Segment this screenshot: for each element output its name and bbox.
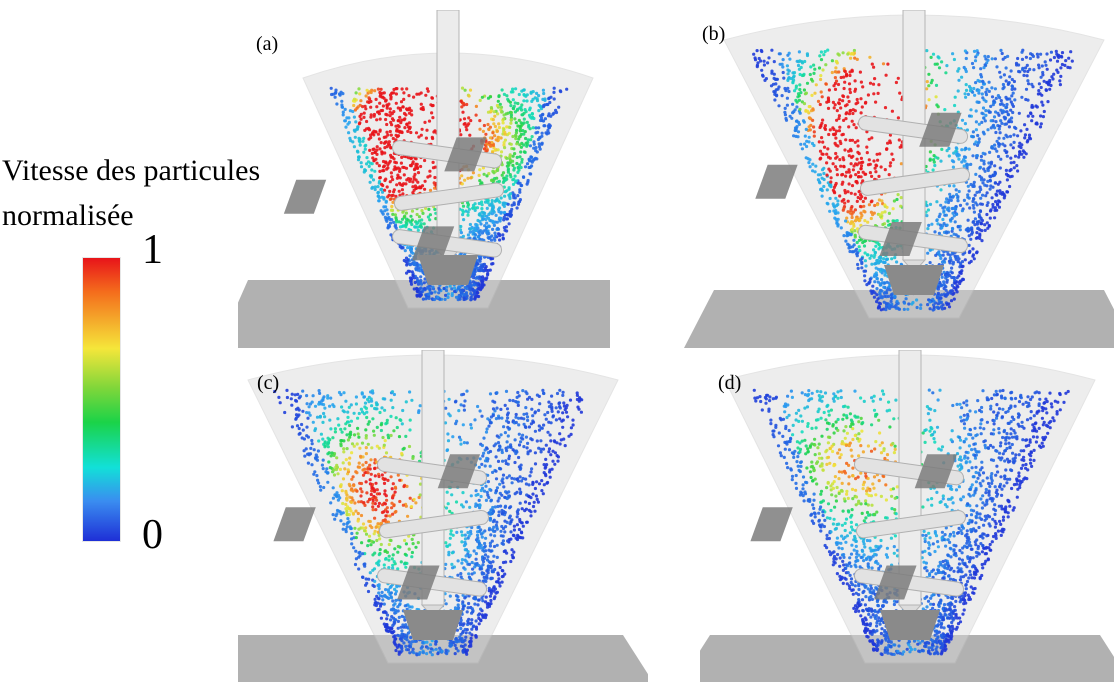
base-plate [238, 635, 648, 682]
mixer-render-a [238, 10, 610, 348]
legend-title-line2: normalisée [2, 199, 134, 232]
impeller-blade [397, 565, 440, 600]
panel-label-c: (c) [257, 372, 280, 394]
base-plate [684, 290, 1114, 348]
panel-label-a: (a) [256, 33, 279, 55]
panel-label-d: (d) [718, 372, 742, 394]
panel-b [684, 10, 1114, 348]
impeller-blade [874, 565, 917, 600]
impeller-blade [283, 179, 327, 214]
impeller-shaft [436, 10, 460, 251]
mixer-render-b [684, 10, 1114, 348]
bottom-scraper [418, 255, 478, 285]
bottom-scraper [884, 265, 944, 295]
legend-title-line1: Vitesse des particules [2, 154, 261, 187]
colorbar-max-label: 1 [142, 227, 163, 273]
base-plate [238, 280, 610, 348]
impeller-blade [750, 507, 793, 542]
mixer-render-d [700, 350, 1114, 682]
impeller-arm [378, 509, 490, 539]
bottom-scraper [403, 610, 463, 640]
mixer-render-c [238, 350, 648, 682]
impeller-blade [914, 454, 958, 489]
base-plate [700, 635, 1114, 682]
impeller-blade [437, 454, 481, 489]
impeller-blade [879, 222, 922, 256]
impeller-arm [859, 167, 971, 196]
panel-label-b: (b) [702, 23, 726, 45]
panel-d [700, 350, 1114, 682]
bottom-scraper [880, 610, 940, 640]
panel-c [238, 350, 648, 682]
colorbar-min-label: 0 [142, 512, 163, 558]
impeller-blade [444, 137, 487, 172]
impeller-blade [273, 507, 316, 542]
impeller-blade [919, 112, 962, 147]
colorbar [82, 257, 121, 542]
impeller-blade [755, 164, 798, 199]
panel-a [238, 10, 610, 348]
impeller-arm [393, 182, 505, 211]
legend-title: Vitesse des particules normalisée [2, 148, 260, 238]
impeller-arm [855, 509, 967, 539]
impeller-blade [411, 226, 455, 261]
particles [752, 48, 1074, 312]
